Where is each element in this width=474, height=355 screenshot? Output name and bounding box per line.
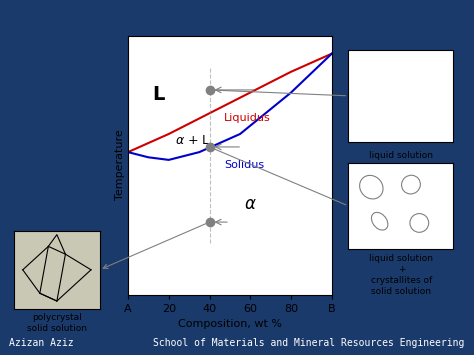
Text: polycrystal
solid solution: polycrystal solid solution	[27, 313, 87, 333]
Text: Azizan Aziz: Azizan Aziz	[9, 338, 74, 348]
Text: L: L	[152, 85, 165, 104]
X-axis label: Composition, wt %: Composition, wt %	[178, 319, 282, 329]
Text: $\alpha$ + L: $\alpha$ + L	[175, 134, 211, 147]
Text: liquid solution: liquid solution	[369, 151, 434, 160]
Text: Liquidus: Liquidus	[224, 113, 271, 123]
Text: liquid solution
+
crystallites of
solid solution: liquid solution + crystallites of solid …	[369, 254, 434, 296]
Text: School of Materials and Mineral Resources Engineering: School of Materials and Mineral Resource…	[153, 338, 465, 348]
Y-axis label: Temperature: Temperature	[115, 130, 125, 201]
Text: Solidus: Solidus	[224, 160, 264, 170]
Text: $\alpha$: $\alpha$	[244, 195, 256, 213]
